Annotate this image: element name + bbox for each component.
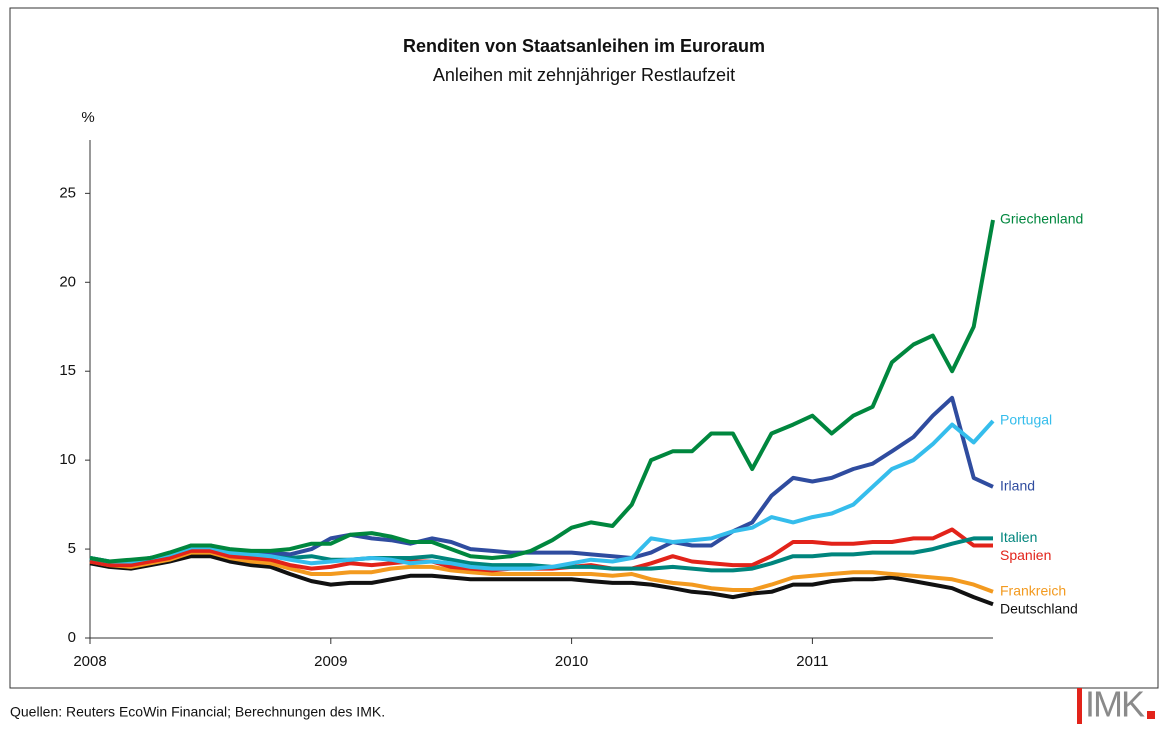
y-tick-label: 15 xyxy=(59,362,76,379)
y-tick-label: 5 xyxy=(68,540,76,557)
source-note: Quellen: Reuters EcoWin Financial; Berec… xyxy=(10,704,385,720)
frame xyxy=(9,7,1159,689)
series-label: Frankreich xyxy=(1000,582,1066,598)
series-label: Griechenland xyxy=(1000,211,1083,227)
y-tick-label: 20 xyxy=(59,273,76,290)
series-line xyxy=(89,554,994,607)
series-line xyxy=(89,419,995,571)
logo-bar xyxy=(1077,688,1082,724)
y-tick-label: 10 xyxy=(59,451,76,468)
series-label: Portugal xyxy=(1000,412,1052,428)
series-line xyxy=(89,550,994,594)
chart-subtitle: Anleihen mit zehnjähriger Restlaufzeit xyxy=(433,65,735,85)
series-line xyxy=(89,395,994,564)
series-label: Spanien xyxy=(1000,547,1051,563)
logo: IMK xyxy=(1085,684,1145,725)
x-tick-label: 2008 xyxy=(73,653,106,670)
y-axis-label: % xyxy=(81,109,94,126)
series-label: Deutschland xyxy=(1000,600,1078,616)
series-line xyxy=(89,219,995,564)
y-tick-label: 0 xyxy=(68,629,76,646)
x-tick-label: 2009 xyxy=(314,653,347,670)
series-label: Irland xyxy=(1000,478,1035,494)
x-tick-label: 2011 xyxy=(796,653,828,670)
chart-title: Renditen von Staatsanleihen im Euroraum xyxy=(403,36,765,56)
x-tick-label: 2010 xyxy=(555,653,588,670)
series-label: Italien xyxy=(1000,529,1037,545)
logo-dot xyxy=(1147,711,1155,719)
y-tick-label: 25 xyxy=(59,184,76,201)
